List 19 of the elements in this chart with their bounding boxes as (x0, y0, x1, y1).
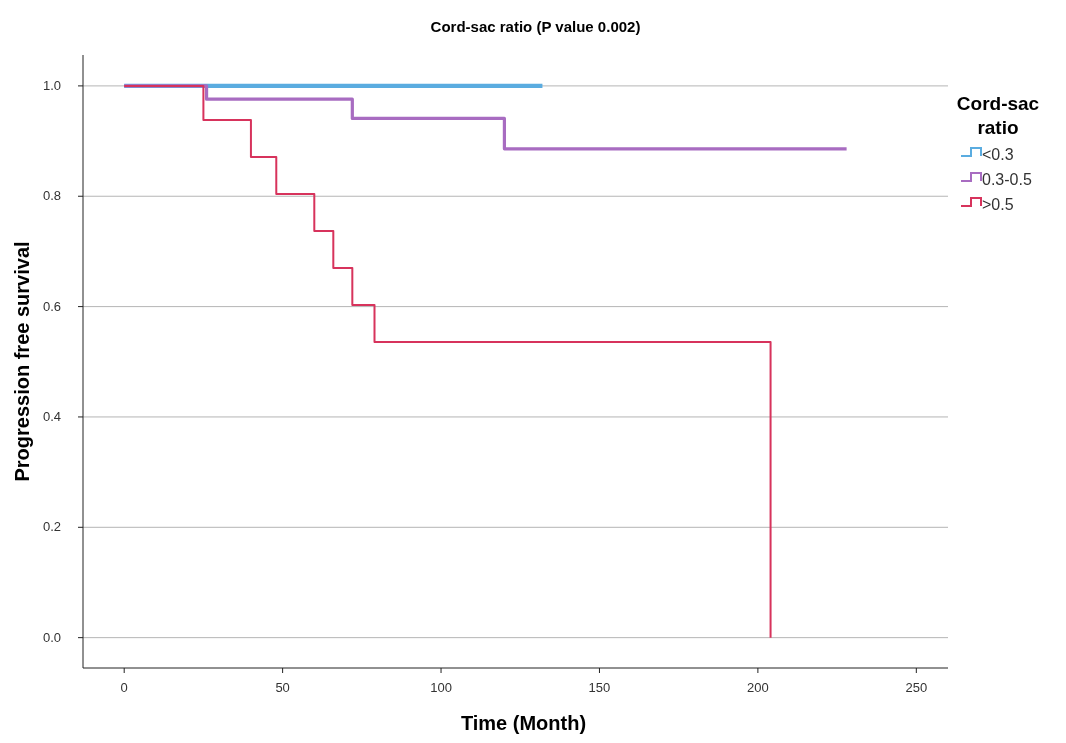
y-tick-label: 0.4 (42, 408, 61, 424)
x-tick-label: 100 (430, 680, 452, 695)
y-tick-label: 0.8 (42, 188, 61, 204)
x-tick-label: 0 (120, 680, 128, 695)
x-tick-label: 50 (275, 680, 290, 695)
y-tick-label: 0.6 (42, 298, 61, 314)
y-tick-label: 0.0 (42, 629, 61, 645)
y-tick-label: 0.2 (42, 519, 61, 535)
chart-title: Cord-sac ratio (P value 0.002) (430, 18, 641, 35)
x-tick-label: 150 (588, 680, 611, 695)
y-tick-label: 1.0 (42, 77, 61, 93)
legend-label: >0.5 (982, 196, 1014, 213)
legend-title: Cord-sac ratio (956, 93, 1040, 138)
x-tick-label: 250 (905, 680, 928, 695)
y-axis-title: Progression free survival (11, 241, 33, 482)
x-axis-title: Time (Month) (460, 712, 587, 734)
legend-label: 0.3-0.5 (982, 171, 1032, 188)
x-tick-label: 200 (747, 680, 769, 695)
legend-label: <0.3 (982, 146, 1014, 163)
